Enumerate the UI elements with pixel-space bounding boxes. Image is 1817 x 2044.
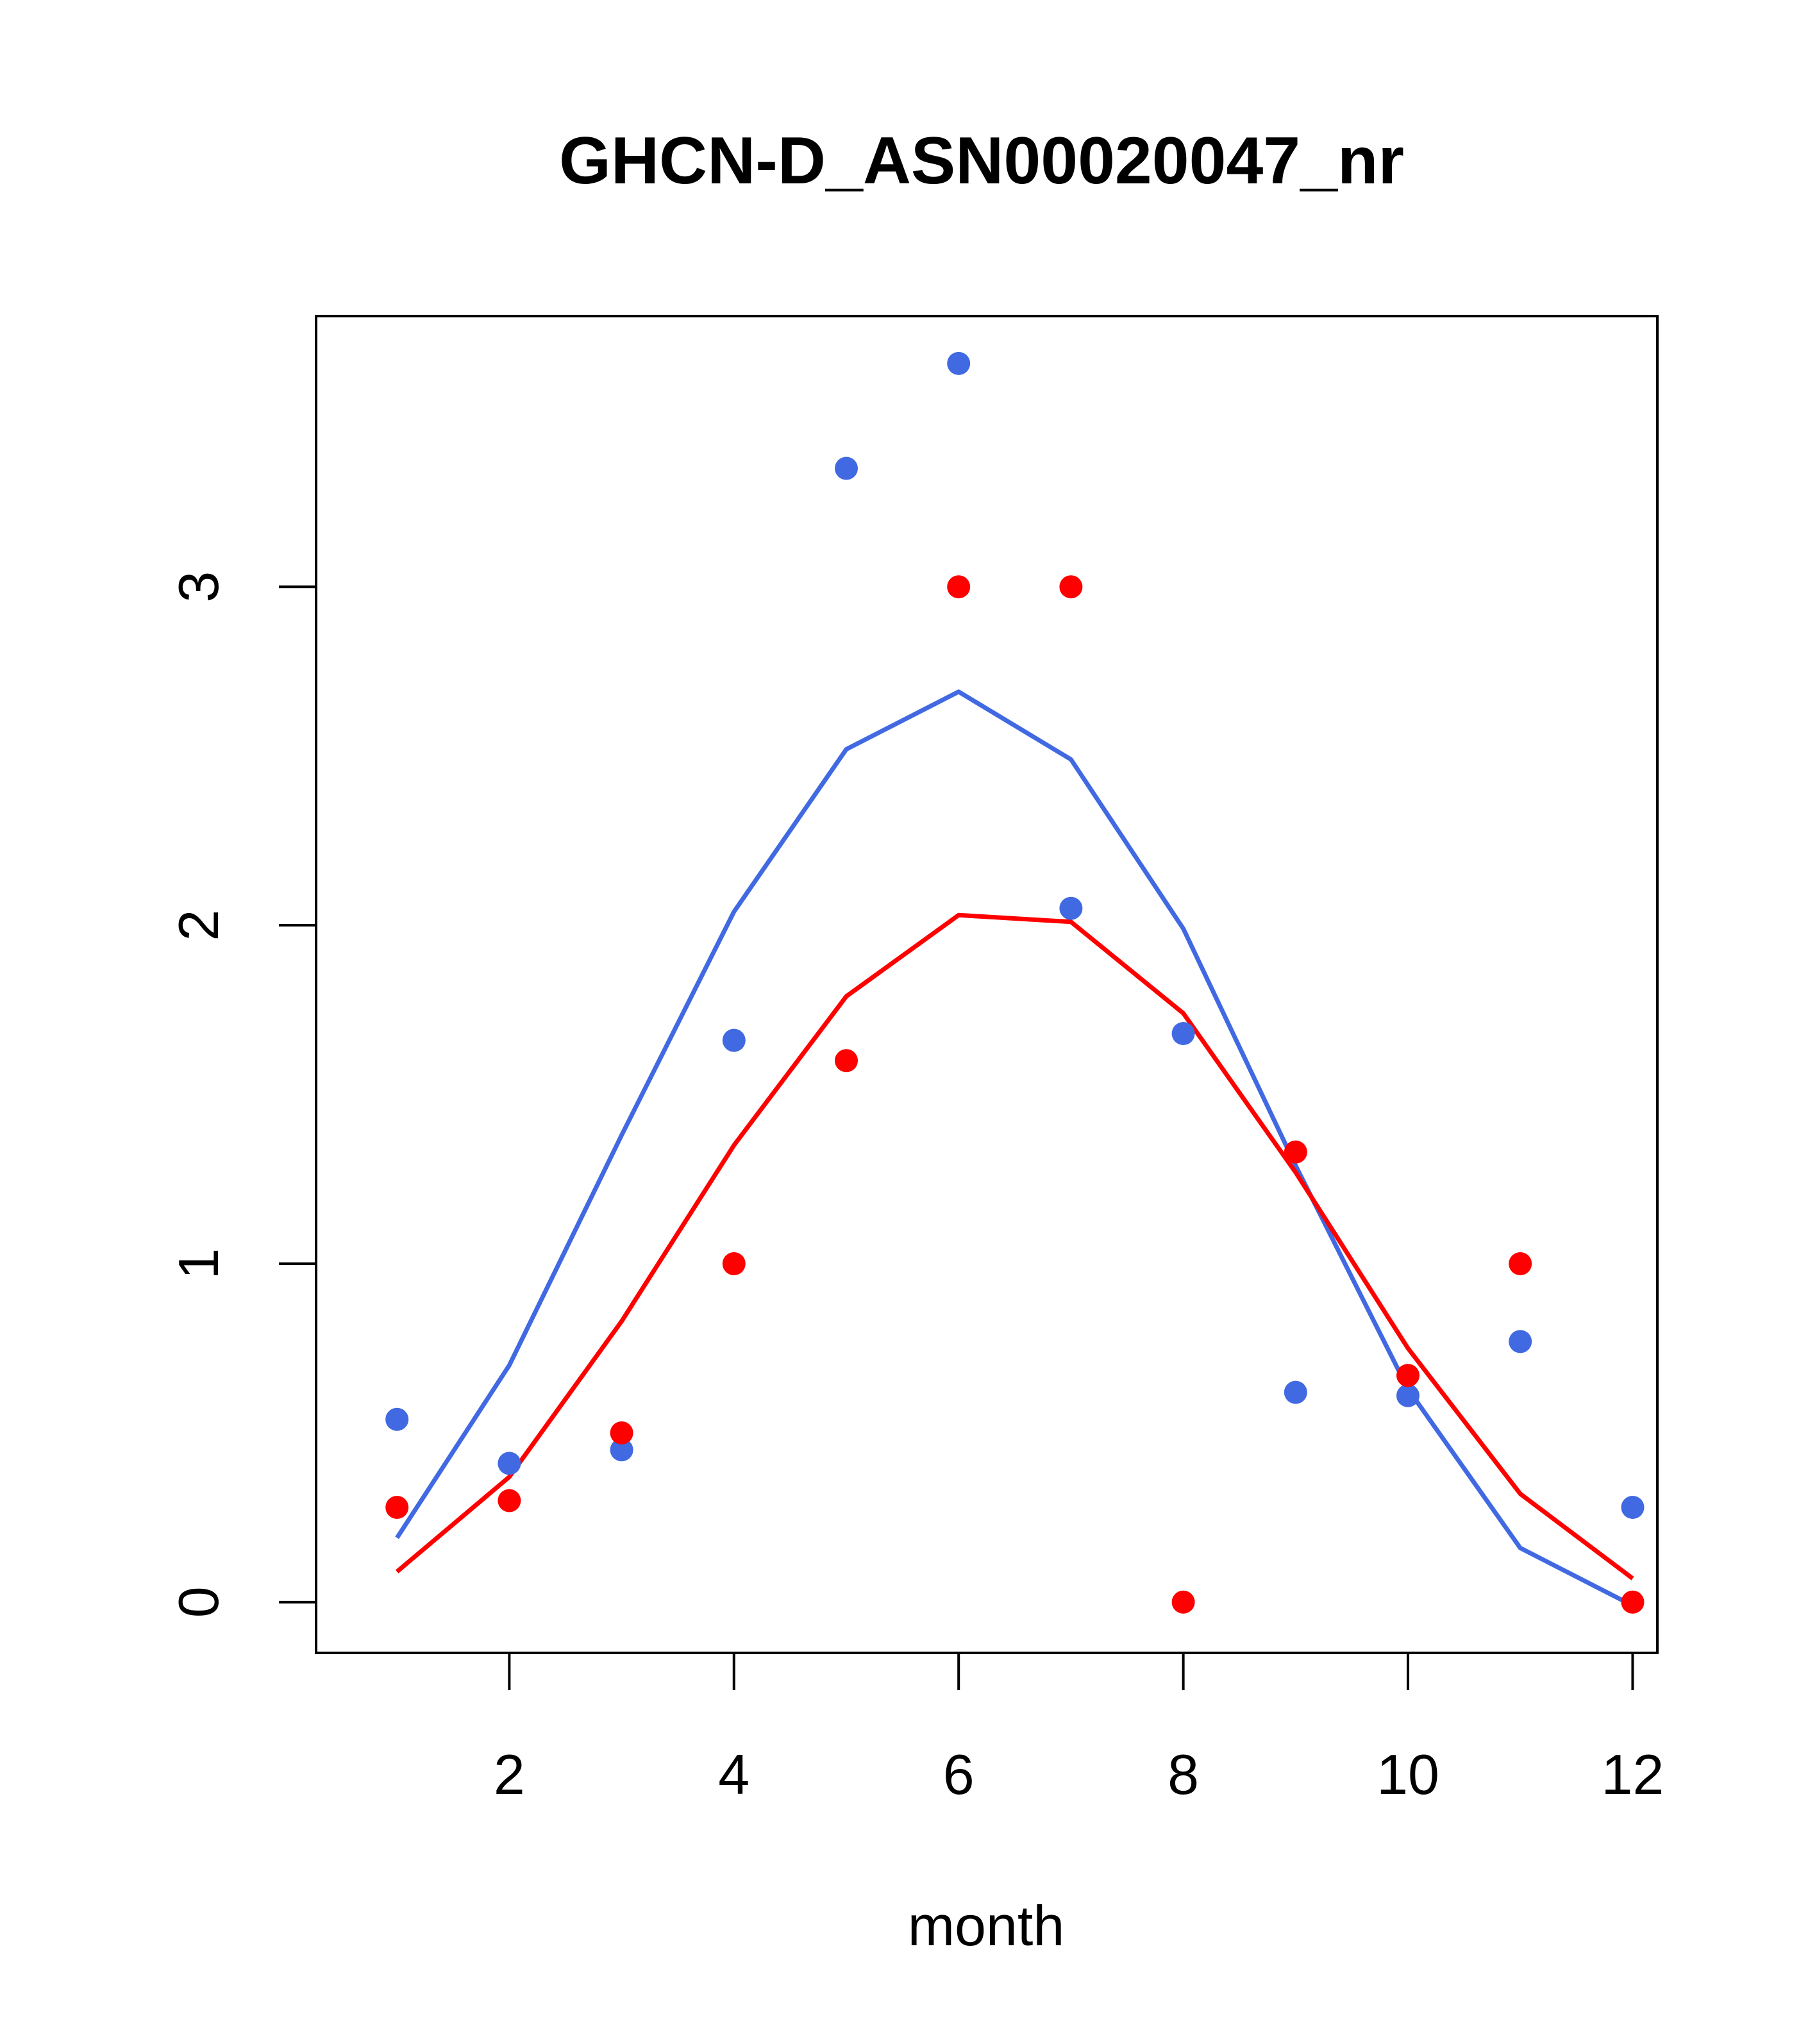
data-point-s0-3 (722, 1028, 746, 1052)
y-tick-label-1: 1 (167, 1248, 230, 1279)
data-point-s1-7 (1171, 1590, 1195, 1614)
data-point-s1-9 (1396, 1364, 1419, 1387)
data-point-s1-8 (1284, 1140, 1307, 1164)
data-point-s1-10 (1509, 1252, 1532, 1275)
y-tick-label-2: 2 (167, 910, 230, 941)
y-tick-label-3: 3 (167, 571, 230, 603)
x-tick-label-8: 8 (1168, 1743, 1199, 1806)
series-line-1 (395, 912, 1634, 1580)
data-point-s1-2 (610, 1421, 633, 1445)
x-axis-label: month (908, 1894, 1065, 1957)
data-point-s1-0 (385, 1496, 409, 1519)
chart-title: GHCN-D_ASN00020047_nr (559, 124, 1404, 198)
x-tick-label-10: 10 (1377, 1743, 1439, 1806)
data-point-s0-1 (498, 1452, 521, 1475)
data-point-s0-4 (835, 457, 858, 480)
data-point-s0-10 (1509, 1330, 1532, 1353)
data-point-s0-8 (1284, 1380, 1307, 1404)
x-tick-label-2: 2 (494, 1743, 525, 1806)
data-point-s1-4 (835, 1049, 858, 1073)
data-point-s0-0 (385, 1407, 409, 1431)
data-point-s1-5 (947, 575, 971, 599)
plot-area (385, 351, 1645, 1614)
data-point-s0-11 (1621, 1496, 1645, 1519)
data-point-s1-6 (1059, 575, 1083, 599)
data-point-s1-11 (1621, 1590, 1645, 1614)
data-point-s0-7 (1171, 1022, 1195, 1045)
x-tick-label-6: 6 (943, 1743, 975, 1806)
plot-frame (315, 315, 1659, 1654)
data-point-s0-6 (1059, 896, 1083, 920)
x-tick-label-12: 12 (1602, 1743, 1664, 1806)
data-point-s0-5 (947, 351, 971, 375)
data-point-s0-9 (1396, 1384, 1419, 1407)
y-tick-label-0: 0 (167, 1586, 230, 1618)
data-point-s1-3 (722, 1252, 746, 1275)
data-point-s0-2 (610, 1438, 633, 1462)
x-tick-label-4: 4 (718, 1743, 749, 1806)
x-axis: 2 4 6 8 10 12 (494, 1652, 1664, 1806)
data-point-s1-1 (498, 1489, 521, 1512)
series-line-0 (395, 689, 1634, 1608)
y-axis: 0 1 2 3 (167, 571, 317, 1618)
